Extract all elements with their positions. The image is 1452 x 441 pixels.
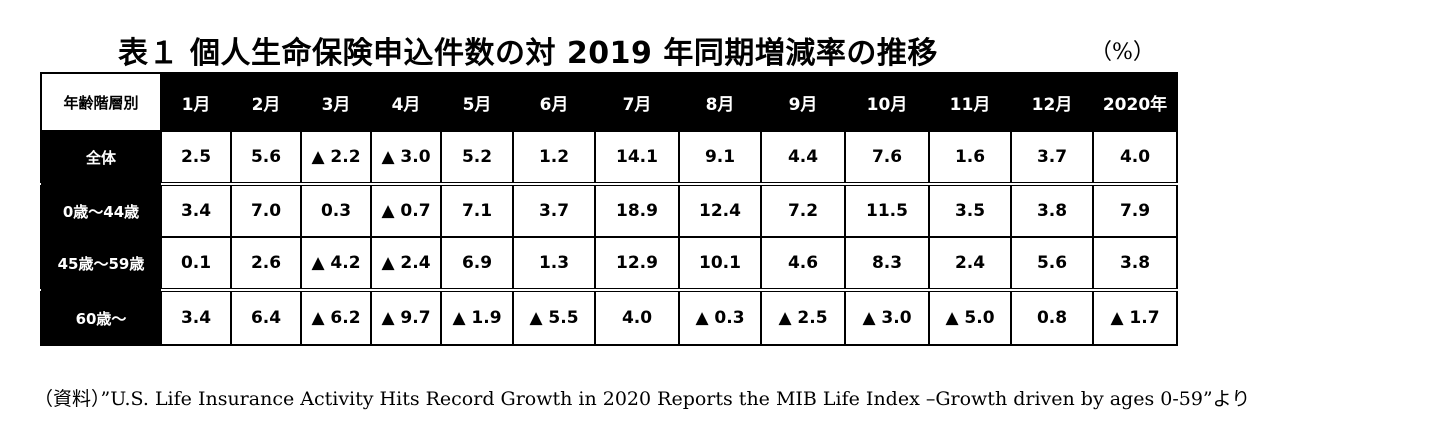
table-cell: 5.6 (1010, 236, 1094, 291)
table-cell: ▲ 5.5 (512, 288, 596, 346)
table-cell: 3.4 (160, 288, 232, 346)
table-cell: ▲ 1.7 (1092, 288, 1178, 346)
table-cell: 6.4 (230, 288, 302, 346)
table-cell: 7.6 (844, 130, 930, 185)
table-row: 全体 2.5 5.6 ▲ 2.2 ▲ 3.0 5.2 1.2 14.1 9.1 … (40, 130, 1178, 185)
table-cell: 2.5 (160, 130, 232, 185)
row-header: 0歳～44歳 (40, 182, 162, 238)
table-cell: 7.2 (760, 182, 846, 238)
column-header: 11月 (928, 72, 1012, 132)
column-header: 8月 (678, 72, 762, 132)
table-cell: 4.6 (760, 236, 846, 291)
table-cell: ▲ 2.4 (370, 236, 442, 291)
column-header: 1月 (160, 72, 232, 132)
column-header: 9月 (760, 72, 846, 132)
table-cell: 1.2 (512, 130, 596, 185)
column-header: 3月 (300, 72, 372, 132)
table-row: 0歳～44歳 3.4 7.0 0.3 ▲ 0.7 7.1 3.7 18.9 12… (40, 182, 1178, 238)
table-cell: ▲ 0.7 (370, 182, 442, 238)
data-table: 年齢階層別 1月 2月 3月 4月 5月 6月 7月 8月 9月 10月 11月… (40, 72, 1178, 346)
source-note: （資料）”U.S. Life Insurance Activity Hits R… (34, 388, 1251, 410)
table-cell: ▲ 2.2 (300, 130, 372, 185)
table-row: 45歳～59歳 0.1 2.6 ▲ 4.2 ▲ 2.4 6.9 1.3 12.9… (40, 236, 1178, 291)
table-cell: 9.1 (678, 130, 762, 185)
row-header: 60歳～ (40, 288, 162, 346)
table-cell: ▲ 3.0 (370, 130, 442, 185)
table-cell: 7.0 (230, 182, 302, 238)
header-row: 年齢階層別 1月 2月 3月 4月 5月 6月 7月 8月 9月 10月 11月… (40, 72, 1178, 132)
table-cell: 3.8 (1092, 236, 1178, 291)
table-cell: 1.6 (928, 130, 1012, 185)
table-cell: 4.0 (594, 288, 680, 346)
corner-header: 年齢階層別 (40, 72, 162, 132)
column-header: 6月 (512, 72, 596, 132)
table-cell: 6.9 (440, 236, 514, 291)
table-cell: ▲ 9.7 (370, 288, 442, 346)
table-cell: ▲ 0.3 (678, 288, 762, 346)
column-header: 4月 (370, 72, 442, 132)
table-cell: 3.4 (160, 182, 232, 238)
table-cell: 1.3 (512, 236, 596, 291)
table-row: 60歳～ 3.4 6.4 ▲ 6.2 ▲ 9.7 ▲ 1.9 ▲ 5.5 4.0… (40, 288, 1178, 346)
table-cell: 5.6 (230, 130, 302, 185)
table-cell: ▲ 4.2 (300, 236, 372, 291)
table-cell: 4.4 (760, 130, 846, 185)
table-cell: 3.8 (1010, 182, 1094, 238)
table-cell: 10.1 (678, 236, 762, 291)
table-cell: 14.1 (594, 130, 680, 185)
table-cell: 2.4 (928, 236, 1012, 291)
table-cell: 0.1 (160, 236, 232, 291)
unit-label: （%） (1090, 40, 1155, 65)
table-cell: 3.5 (928, 182, 1012, 238)
column-header: 12月 (1010, 72, 1094, 132)
table-cell: 5.2 (440, 130, 514, 185)
table-cell: 2.6 (230, 236, 302, 291)
table-cell: 7.9 (1092, 182, 1178, 238)
column-header: 2月 (230, 72, 302, 132)
table-cell: 12.9 (594, 236, 680, 291)
table-cell: ▲ 3.0 (844, 288, 930, 346)
table-cell: 11.5 (844, 182, 930, 238)
table-cell: 4.0 (1092, 130, 1178, 185)
table-cell: 3.7 (512, 182, 596, 238)
table-cell: 0.8 (1010, 288, 1094, 346)
table-cell: ▲ 1.9 (440, 288, 514, 346)
column-header: 10月 (844, 72, 930, 132)
table-cell: 8.3 (844, 236, 930, 291)
row-header: 全体 (40, 130, 162, 185)
column-header: 7月 (594, 72, 680, 132)
table-title: 表１ 個人生命保険申込件数の対 2019 年同期増減率の推移 (118, 36, 938, 71)
table-cell: ▲ 6.2 (300, 288, 372, 346)
table-cell: 0.3 (300, 182, 372, 238)
row-header: 45歳～59歳 (40, 236, 162, 291)
column-header: 2020年 (1092, 72, 1178, 132)
column-header: 5月 (440, 72, 514, 132)
table-cell: 18.9 (594, 182, 680, 238)
table-cell: 12.4 (678, 182, 762, 238)
table-cell: 3.7 (1010, 130, 1094, 185)
table-cell: ▲ 2.5 (760, 288, 846, 346)
table-cell: 7.1 (440, 182, 514, 238)
table-cell: ▲ 5.0 (928, 288, 1012, 346)
